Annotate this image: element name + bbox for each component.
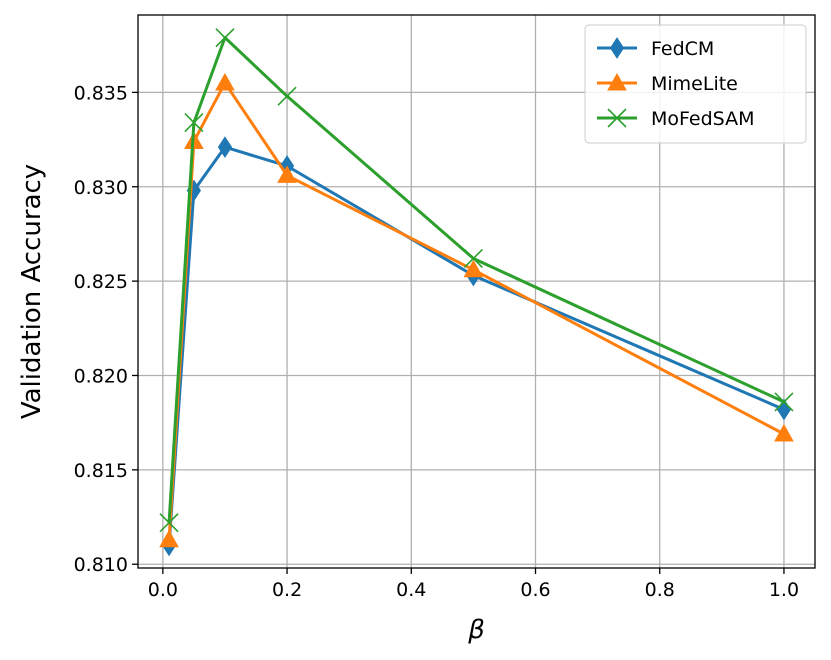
data-point (184, 113, 204, 133)
y-axis: 0.810 0.815 0.820 0.825 0.830 0.835 (74, 82, 138, 576)
data-point (217, 136, 233, 159)
legend-marker (607, 72, 627, 91)
series-line (167, 145, 785, 546)
series-mimelite (159, 72, 794, 548)
legend-label: MimeLite (651, 73, 738, 95)
y-axis-label: Validation Accuracy (17, 164, 47, 419)
y-tick-label: 0.825 (74, 271, 128, 293)
legend-marker (607, 108, 627, 128)
series-layer (159, 28, 794, 557)
data-point (277, 165, 297, 183)
data-point (159, 513, 179, 533)
data-point (277, 86, 297, 106)
series-mofedsam (159, 28, 794, 533)
legend-item: FedCM (597, 37, 714, 60)
x-tick-label: 0.0 (148, 579, 178, 601)
data-point (463, 248, 483, 269)
y-tick-label: 0.815 (74, 460, 128, 482)
data-point (774, 423, 794, 442)
legend-item: MimeLite (597, 72, 738, 95)
x-axis-label: β (467, 615, 485, 645)
data-point (774, 392, 794, 412)
legend-marker (609, 37, 625, 59)
x-tick-label: 0.8 (645, 579, 675, 601)
data-point (215, 28, 235, 48)
y-tick-label: 0.820 (74, 365, 128, 387)
legend-label: FedCM (651, 38, 714, 60)
series-line (167, 81, 785, 540)
data-point (215, 72, 235, 91)
x-tick-label: 0.2 (272, 579, 302, 601)
x-tick-label: 0.6 (520, 579, 550, 601)
series-line (167, 36, 785, 523)
x-axis: 0.0 0.2 0.4 0.6 0.8 1.0 (148, 568, 799, 601)
legend-label: MoFedSAM (651, 108, 754, 130)
y-tick-label: 0.835 (74, 82, 128, 104)
plot-frame (137, 14, 816, 569)
series-fedcm (161, 136, 792, 557)
y-tick-label: 0.810 (74, 554, 128, 576)
y-tick-label: 0.830 (74, 177, 128, 199)
legend-item: MoFedSAM (597, 108, 754, 130)
legend-box (584, 24, 807, 144)
data-point (463, 259, 484, 278)
data-point (159, 529, 179, 548)
legend: FedCM MimeLite MoFedSAM (584, 24, 807, 144)
x-tick-label: 1.0 (769, 579, 799, 601)
x-tick-label: 0.4 (396, 579, 426, 601)
